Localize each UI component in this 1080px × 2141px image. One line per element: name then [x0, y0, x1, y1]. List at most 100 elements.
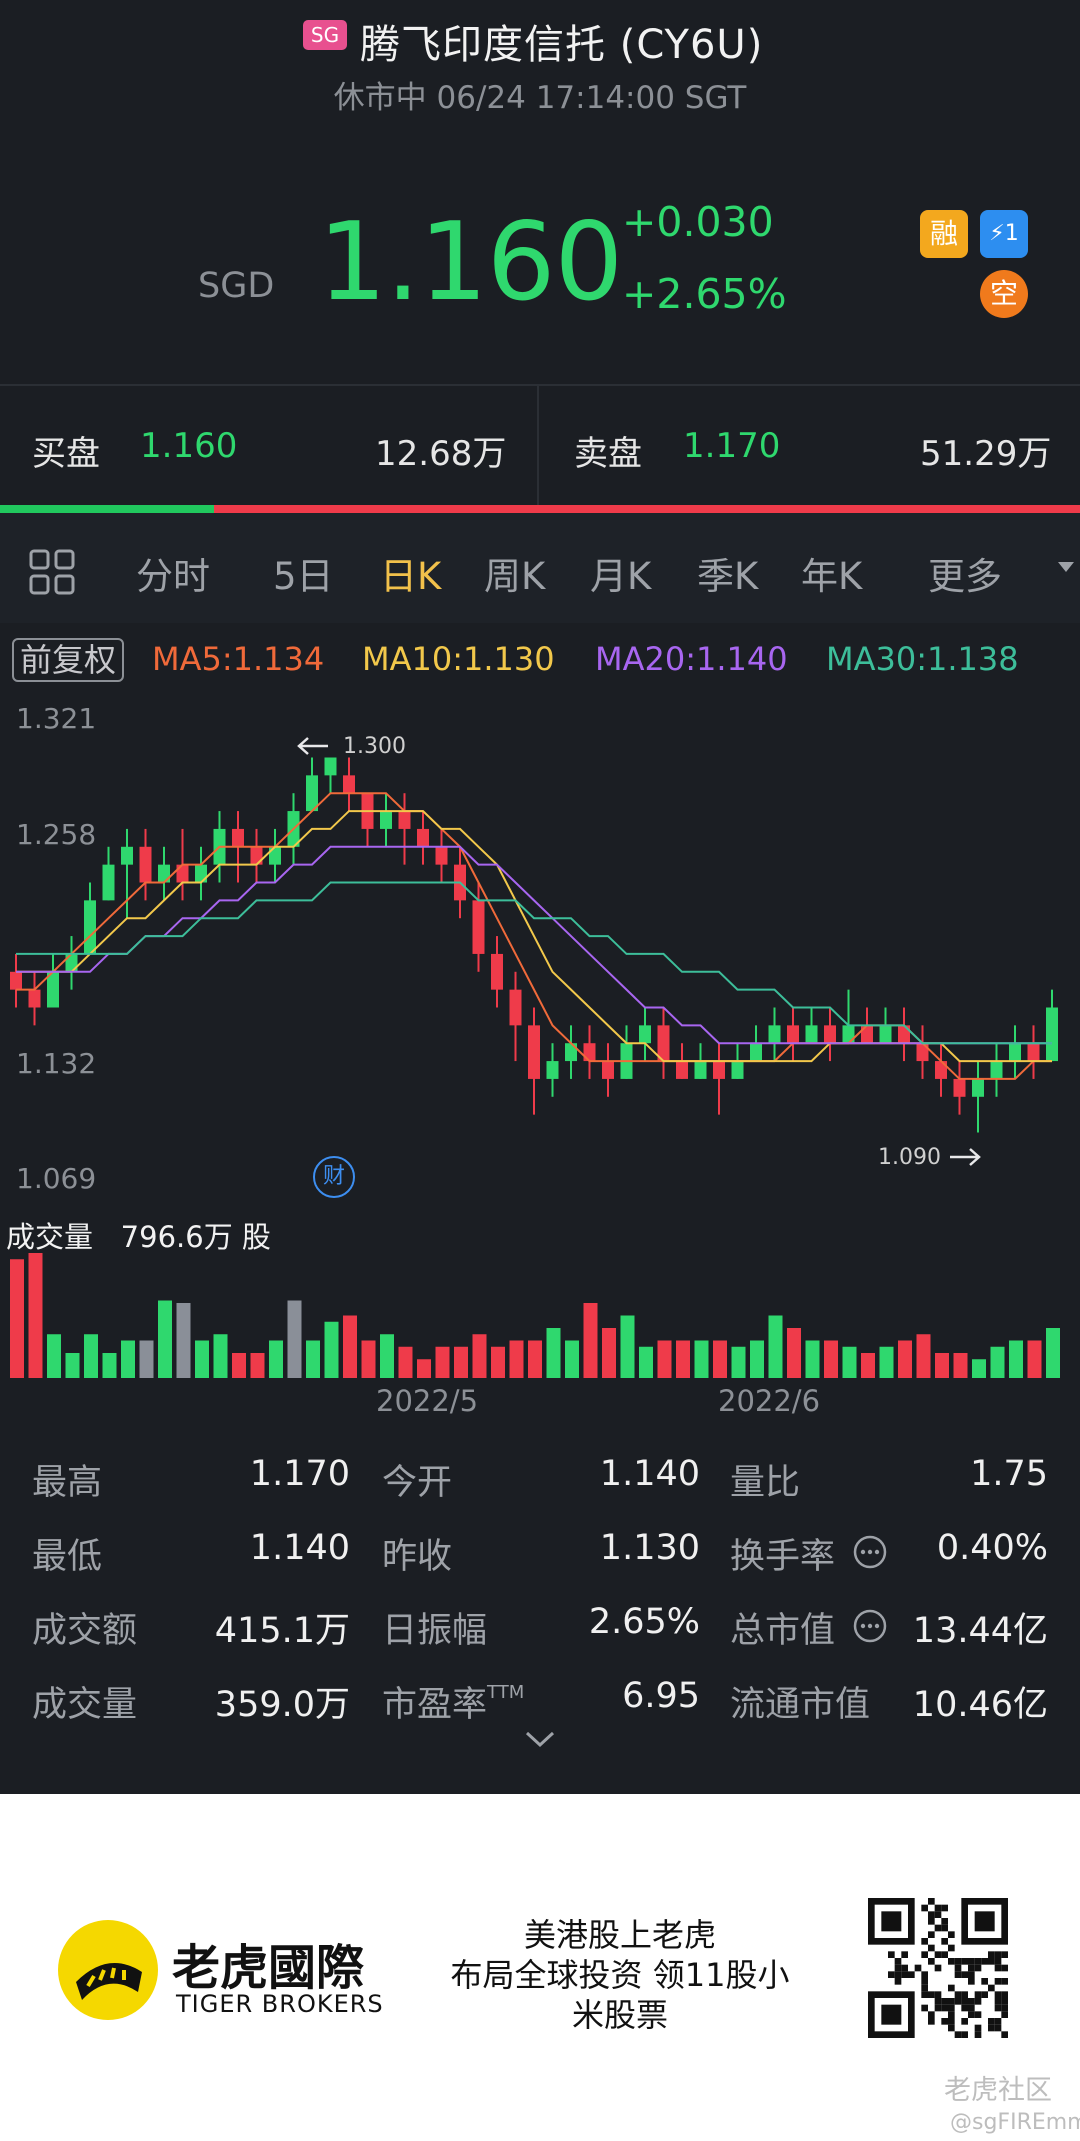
qr-module	[988, 1958, 995, 1965]
stat-label: 成交量	[32, 1685, 138, 1725]
qr-module	[941, 2018, 948, 2025]
candle-body	[176, 864, 189, 883]
qr-module	[968, 1964, 975, 1972]
stat-value: 6.95	[622, 1676, 700, 1716]
volume-bar	[195, 1340, 209, 1378]
candle-body	[713, 1061, 725, 1079]
market-status: 休市中 06/24 17:14:00 SGT	[333, 80, 747, 116]
stat-label: 日振幅	[382, 1611, 488, 1651]
dropdown-caret-icon[interactable]	[1058, 562, 1074, 574]
stat-value: 1.75	[970, 1454, 1048, 1494]
qr-module	[994, 2004, 1002, 2012]
qr-module	[948, 2011, 955, 2018]
info-more-icon[interactable]	[852, 1608, 888, 1644]
fast-trade-badge-icon[interactable]: ⚡1	[980, 210, 1028, 258]
candle-body	[953, 1078, 966, 1097]
candle-body	[916, 1043, 929, 1062]
qr-module	[981, 1991, 988, 1998]
qr-module	[1001, 1991, 1008, 1998]
qr-module	[974, 1964, 982, 1972]
qr-module	[968, 2004, 975, 2012]
volume-bar	[990, 1346, 1005, 1378]
ma30-line	[16, 881, 1052, 1045]
expand-chevron-icon[interactable]	[524, 1730, 556, 1750]
candle-body	[694, 1061, 707, 1079]
qr-module	[894, 1971, 902, 1978]
qr-finder	[974, 1911, 995, 1932]
adjust-type-button[interactable]: 前复权	[12, 638, 125, 682]
candle-body	[509, 989, 522, 1026]
y-tick-label: 1.258	[16, 818, 97, 851]
qr-module	[921, 1904, 928, 1912]
qr-module	[888, 1971, 895, 1978]
candle-body	[1009, 1043, 1021, 1062]
volume-bar	[435, 1346, 450, 1378]
candle-body	[731, 1061, 744, 1079]
qr-module	[941, 1924, 948, 1932]
ask-label: 卖盘	[574, 434, 642, 474]
margin-badge-icon[interactable]: 融	[920, 210, 968, 258]
tab-5day[interactable]: 5日	[273, 555, 334, 598]
tab-intraday[interactable]: 分时	[136, 555, 210, 598]
tab-daily-k[interactable]: 日K	[380, 555, 442, 598]
short-sell-badge-icon[interactable]: 空	[980, 270, 1028, 318]
qr-finder	[881, 1911, 902, 1932]
tab-yearly-k[interactable]: 年K	[801, 555, 863, 598]
qr-code-icon[interactable]	[868, 1898, 1008, 2038]
qr-module	[968, 2011, 975, 2018]
candle-body	[972, 1078, 984, 1097]
volume-bar	[639, 1346, 653, 1378]
qr-module	[928, 1911, 935, 1918]
volume-chart[interactable]	[0, 1250, 1080, 1380]
volume-bar	[583, 1303, 598, 1378]
volume-bar	[768, 1315, 783, 1378]
candle-body	[879, 1025, 892, 1044]
volume-bar	[953, 1353, 968, 1378]
candle-body	[306, 775, 318, 812]
info-more-icon[interactable]	[852, 1534, 888, 1570]
qr-module	[948, 2004, 955, 2012]
candle-body	[676, 1061, 688, 1079]
volume-bar	[731, 1346, 746, 1378]
tab-quarterly-k[interactable]: 季K	[697, 555, 759, 598]
ma10-label: MA10:1.130	[362, 640, 555, 678]
qr-module	[961, 2018, 968, 2025]
qr-module	[941, 1918, 948, 1925]
stat-value: 13.44亿	[912, 1611, 1048, 1651]
candle-body	[768, 1025, 781, 1044]
candle-body	[232, 828, 244, 847]
y-tick-label: 1.321	[16, 702, 97, 735]
qr-module	[954, 2031, 962, 2038]
candle-body	[565, 1043, 577, 1062]
qr-module	[941, 1904, 948, 1912]
qr-module	[934, 2004, 942, 2012]
volume-bar	[213, 1334, 228, 1378]
tab-weekly-k[interactable]: 周K	[484, 555, 546, 598]
qr-module	[928, 1898, 935, 1905]
qr-module	[948, 1958, 955, 1965]
market-badge: SG	[303, 20, 347, 50]
qr-module	[954, 1964, 962, 1972]
candle-body	[750, 1043, 762, 1062]
qr-module	[921, 2004, 928, 2012]
qr-module	[968, 1971, 975, 1978]
tab-more[interactable]: 更多	[928, 555, 1002, 598]
candle-body	[435, 846, 448, 865]
earnings-marker-icon[interactable]: 财	[313, 1156, 355, 1198]
candlestick-chart[interactable]	[0, 690, 1080, 1210]
candle-body	[84, 900, 96, 954]
arrow-left-icon	[297, 737, 328, 755]
volume-bar	[565, 1340, 579, 1378]
qr-module	[894, 1978, 902, 1985]
qr-module	[961, 1958, 968, 1965]
divider	[0, 384, 1080, 386]
volume-bar	[10, 1259, 24, 1378]
volume-bar	[158, 1300, 172, 1378]
brand-name-en: TIGER BROKERS	[176, 1990, 384, 2018]
grid-menu-icon[interactable]	[28, 548, 76, 596]
volume-bar	[509, 1340, 524, 1378]
qr-module	[961, 2031, 968, 2038]
tab-monthly-k[interactable]: 月K	[590, 555, 652, 598]
candle-body	[28, 989, 41, 1008]
volume-bar	[750, 1340, 764, 1378]
